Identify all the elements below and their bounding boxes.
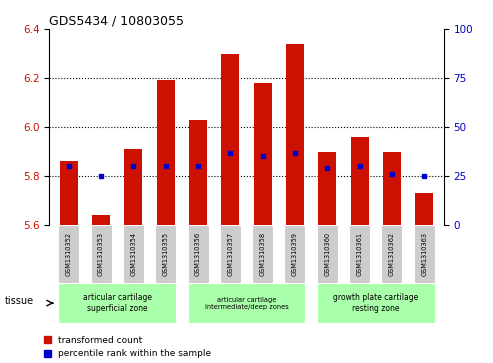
Text: GSM1310352: GSM1310352 xyxy=(66,232,71,276)
Bar xyxy=(317,283,435,323)
Bar xyxy=(60,161,77,225)
Text: GSM1310357: GSM1310357 xyxy=(227,232,233,276)
Bar xyxy=(189,120,207,225)
Bar xyxy=(349,225,370,283)
Bar xyxy=(317,225,338,283)
Bar xyxy=(155,225,176,283)
Text: GSM1310363: GSM1310363 xyxy=(422,232,427,276)
Text: articular cartilage
superficial zone: articular cartilage superficial zone xyxy=(83,293,152,313)
Text: GSM1310362: GSM1310362 xyxy=(389,232,395,276)
Bar xyxy=(157,81,175,225)
Bar xyxy=(252,225,273,283)
Text: GSM1310359: GSM1310359 xyxy=(292,232,298,276)
Bar xyxy=(254,83,272,225)
Text: GDS5434 / 10803055: GDS5434 / 10803055 xyxy=(49,15,184,28)
Bar xyxy=(187,283,306,323)
Bar xyxy=(92,215,110,225)
Bar xyxy=(416,193,433,225)
Text: GSM1310355: GSM1310355 xyxy=(163,232,169,276)
Bar xyxy=(58,225,79,283)
Legend: transformed count, percentile rank within the sample: transformed count, percentile rank withi… xyxy=(44,336,211,359)
Bar xyxy=(414,225,435,283)
Bar xyxy=(124,149,142,225)
Text: GSM1310353: GSM1310353 xyxy=(98,232,104,276)
Text: GSM1310356: GSM1310356 xyxy=(195,232,201,276)
Bar xyxy=(220,225,241,283)
Text: GSM1310354: GSM1310354 xyxy=(130,232,137,276)
Bar xyxy=(382,225,402,283)
Text: articular cartilage
intermediate/deep zones: articular cartilage intermediate/deep zo… xyxy=(205,297,288,310)
Bar xyxy=(284,225,306,283)
Bar xyxy=(123,225,144,283)
Text: tissue: tissue xyxy=(5,296,34,306)
Bar xyxy=(58,283,176,323)
Text: growth plate cartilage
resting zone: growth plate cartilage resting zone xyxy=(333,293,419,313)
Bar xyxy=(318,151,336,225)
Bar xyxy=(383,151,401,225)
Bar xyxy=(351,137,369,225)
Text: GSM1310360: GSM1310360 xyxy=(324,232,330,276)
Text: GSM1310361: GSM1310361 xyxy=(356,232,363,276)
Bar xyxy=(91,225,111,283)
Bar xyxy=(187,225,209,283)
Text: GSM1310358: GSM1310358 xyxy=(260,232,266,276)
Bar xyxy=(221,54,239,225)
Bar xyxy=(286,44,304,225)
